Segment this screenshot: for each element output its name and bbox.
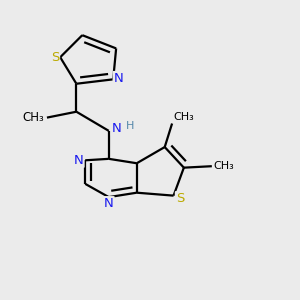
- Text: N: N: [104, 197, 114, 210]
- Text: CH₃: CH₃: [174, 112, 194, 122]
- Text: CH₃: CH₃: [23, 111, 45, 124]
- Text: S: S: [176, 192, 184, 205]
- Text: CH₃: CH₃: [213, 161, 234, 171]
- Text: S: S: [51, 51, 59, 64]
- Text: N: N: [114, 72, 123, 85]
- Text: H: H: [126, 121, 134, 131]
- Text: N: N: [112, 122, 122, 135]
- Text: N: N: [74, 154, 84, 167]
